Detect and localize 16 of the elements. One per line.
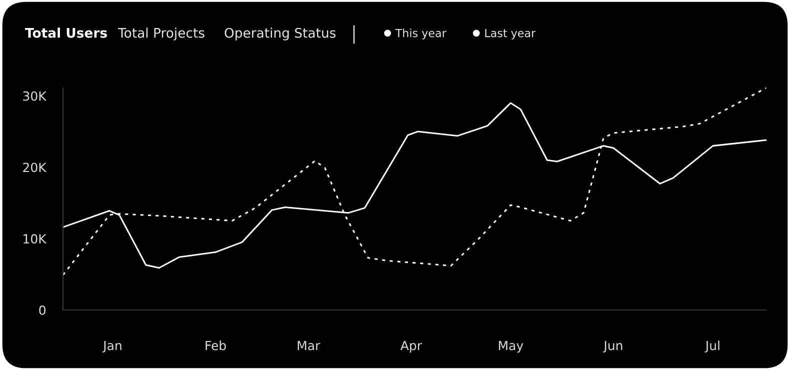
x-tick-label: Feb bbox=[206, 340, 226, 350]
x-tick-label: Apr bbox=[400, 340, 422, 353]
x-tick-label: Jun bbox=[603, 340, 622, 353]
x-tick-label: Jul bbox=[704, 340, 720, 353]
legend-label: This year bbox=[395, 28, 446, 40]
text: Operating Status bbox=[224, 28, 336, 40]
x-tick-label: Mar bbox=[298, 340, 320, 350]
y-tick-label: 30K bbox=[23, 91, 47, 101]
legend-label: Last year bbox=[485, 28, 536, 40]
y-tick-label: 20K bbox=[23, 162, 47, 172]
y-tick-label: 10K bbox=[24, 234, 47, 244]
x-tick-label: May bbox=[498, 340, 524, 353]
chart-title: Total Users bbox=[25, 28, 107, 38]
x-tick-label: Jan bbox=[102, 340, 122, 353]
text: Total Projects bbox=[118, 28, 204, 40]
y-tick-label: 0 bbox=[39, 305, 46, 315]
